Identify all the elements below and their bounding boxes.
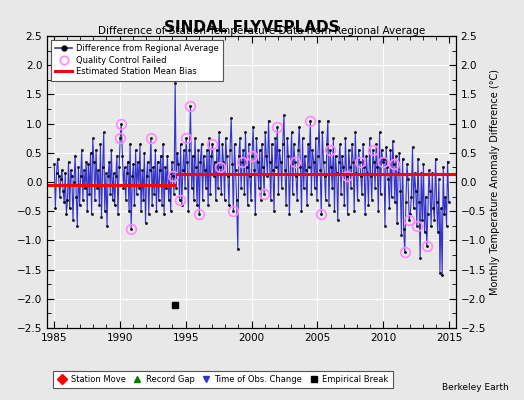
Text: Berkeley Earth: Berkeley Earth [442,383,508,392]
Title: SINDAL FLYVEPLADS: SINDAL FLYVEPLADS [163,20,340,35]
Text: Difference of Station Temperature Data from Regional Average: Difference of Station Temperature Data f… [99,26,425,36]
Legend: Station Move, Record Gap, Time of Obs. Change, Empirical Break: Station Move, Record Gap, Time of Obs. C… [53,371,393,388]
Y-axis label: Monthly Temperature Anomaly Difference (°C): Monthly Temperature Anomaly Difference (… [490,69,500,295]
